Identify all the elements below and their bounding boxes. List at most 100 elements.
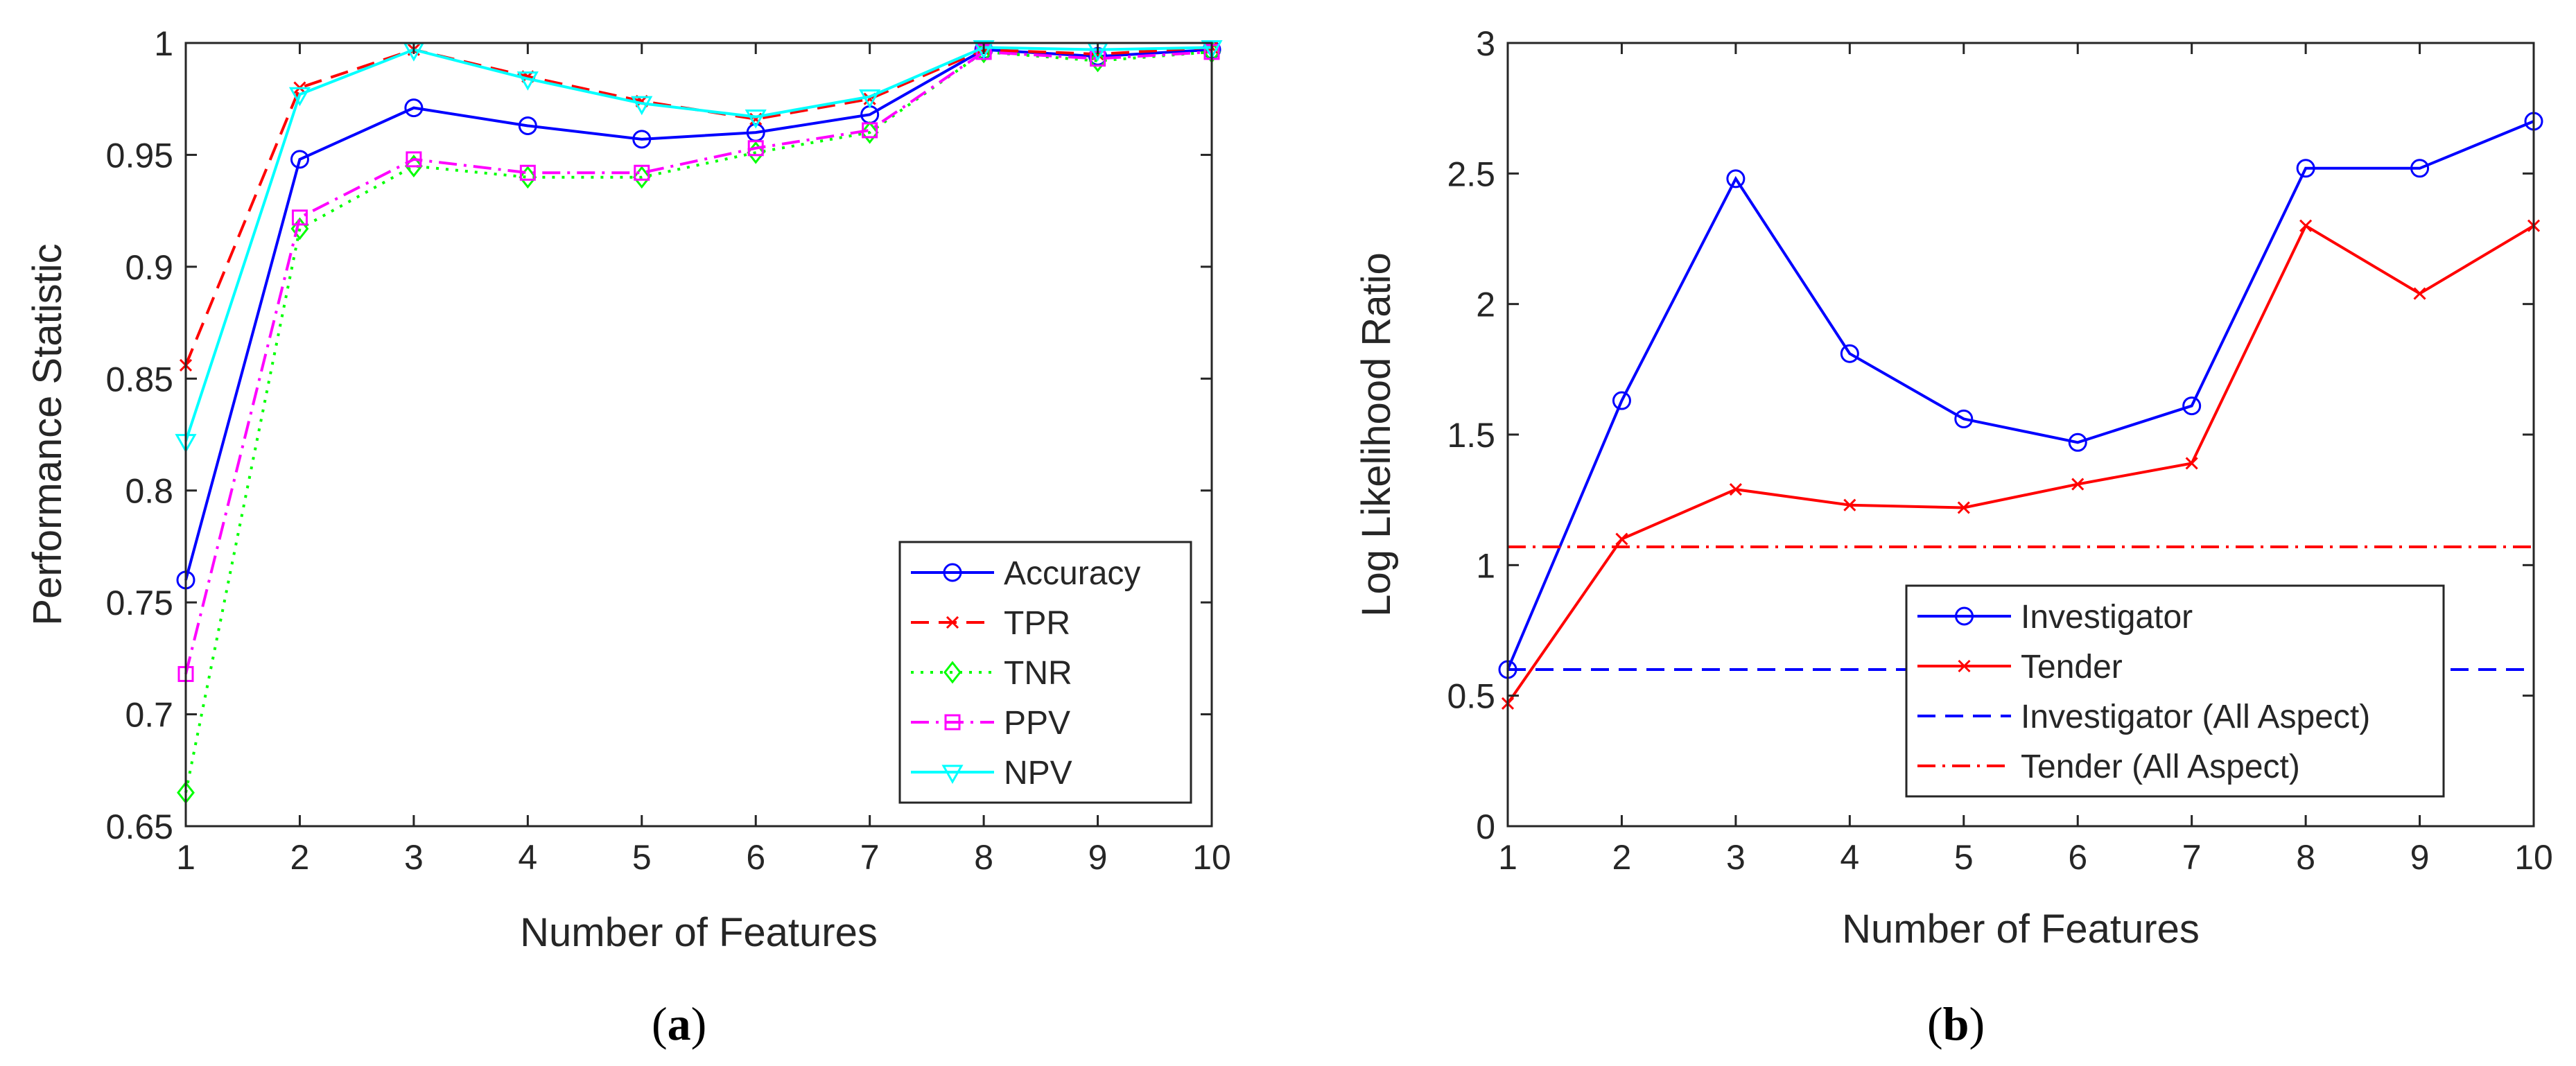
panel-a-data-point xyxy=(519,164,536,181)
panel-b-y-tick-label: 0.5 xyxy=(1447,677,1495,716)
panel-a-series-line xyxy=(184,50,1212,674)
panel-a-x-tick-label: 10 xyxy=(1192,838,1231,877)
panel-b-x-tick-label: 3 xyxy=(1726,838,1746,877)
panel-a-data-point xyxy=(516,71,539,91)
panel-a-x-tick-label: 8 xyxy=(974,838,993,877)
panel-a-data-point xyxy=(291,209,308,226)
panel-a-legend: Accuracy TPR TNR PPV NPV xyxy=(898,541,1192,804)
panel-a-data-point xyxy=(518,116,537,135)
panel-b-y-tick-label: 3 xyxy=(1476,24,1495,63)
panel-a-legend-box xyxy=(898,541,1192,804)
panel-b-data-point xyxy=(2410,159,2430,178)
panel-b-data-point xyxy=(1612,391,1631,410)
panel-b-legend-box xyxy=(1905,584,2445,798)
panel-a-data-point xyxy=(1201,40,1223,60)
panel-a-ticks: 1 2 3 4 5 6 7 8 9 10 0.65 0.7 0.75 0.8 0.85 0.9 0.95 1 xyxy=(106,24,1231,877)
panel-b-series-line xyxy=(1506,223,2535,705)
panel-b-data-point xyxy=(1840,344,1859,363)
panel-a-legend-label: Accuracy xyxy=(1004,555,1140,592)
panel-a-data-point xyxy=(634,164,650,181)
panel-a: 1 2 3 4 5 6 7 8 9 10 0.65 0.7 0.75 0.8 0.85 0.9 0.95 1 Nu… xyxy=(25,24,1231,1050)
panel-b-x-tick-label: 2 xyxy=(1612,838,1632,877)
panel-b-data-point xyxy=(2299,219,2313,232)
panel-a-legend-marker xyxy=(941,764,964,785)
panel-a-x-tick-label: 4 xyxy=(518,838,537,877)
panel-b-data-point xyxy=(1615,532,1628,545)
panel-b-caption-letter: b xyxy=(1943,997,1969,1050)
panel-a-series-line xyxy=(184,50,1212,793)
panel-b-data-point xyxy=(2182,396,2202,416)
panel-b-ticks: 1 2 3 4 5 6 7 8 9 10 0 0.5 1 1.5 2 2.5 3 xyxy=(1447,24,2552,877)
panel-a-data-point xyxy=(860,121,879,144)
panel-a-legend-marker xyxy=(946,615,959,629)
panel-b-legend-entry: Investigator xyxy=(1917,599,2193,636)
panel-a-x-tick-label: 9 xyxy=(1088,838,1108,877)
panel-a-caption-letter: a xyxy=(668,997,691,1050)
panel-a-data-point xyxy=(859,89,881,109)
panel-a-legend-marker xyxy=(943,563,962,582)
panel-b-legend-label: Investigator (All Aspect) xyxy=(2021,699,2370,735)
panel-b-x-tick-label: 7 xyxy=(2182,838,2202,877)
panel-a-series-line xyxy=(184,46,1212,442)
panel-a-x-axis-label: Number of Features xyxy=(520,910,878,955)
panel-a-x-tick-label: 6 xyxy=(746,838,765,877)
panel-b-data-point xyxy=(2071,478,2085,491)
panel-a-series xyxy=(175,40,1223,804)
panel-b-legend-entry: Tender xyxy=(1917,649,2123,685)
panel-b-x-tick-label: 5 xyxy=(1954,838,1974,877)
panel-a-data-point xyxy=(747,140,764,157)
panel-a-data-point xyxy=(631,96,653,116)
panel-a-x-tick-label: 3 xyxy=(404,838,424,877)
panel-a-y-tick-label: 0.75 xyxy=(106,584,173,622)
panel-a-data-point xyxy=(745,110,767,129)
panel-a-y-tick-label: 0.95 xyxy=(106,136,173,175)
panel-a-legend-entry: NPV xyxy=(911,755,1072,792)
panel-b-data-point xyxy=(2185,457,2198,470)
panel-b-series-line xyxy=(1506,120,2534,670)
panel-a-data-point xyxy=(632,130,652,149)
panel-a-x-tick-label: 1 xyxy=(176,838,195,877)
panel-a-legend-entry: PPV xyxy=(911,705,1070,742)
panel-a-legend-label: PPV xyxy=(1004,705,1070,742)
panel-a-y-tick-label: 0.7 xyxy=(125,696,173,735)
panel-b-legend-label: Tender xyxy=(2021,649,2123,685)
panel-a-y-tick-label: 0.9 xyxy=(125,248,173,287)
panel-b-y-tick-label: 2 xyxy=(1476,286,1495,324)
panel-b-x-tick-label: 4 xyxy=(1840,838,1859,877)
panel-a-data-point xyxy=(404,98,424,118)
panel-a-y-tick-label: 0.65 xyxy=(106,807,173,846)
panel-b-legend-marker xyxy=(1955,606,1974,626)
panel-a-data-point xyxy=(406,151,422,168)
panel-b-legend-entry: Tender (All Aspect) xyxy=(1917,749,2300,785)
panel-b-legend-marker xyxy=(1958,659,1971,673)
panel-b-data-point xyxy=(2296,159,2315,178)
panel-a-y-tick-label: 0.8 xyxy=(125,472,173,511)
panel-b-x-tick-label: 1 xyxy=(1498,838,1517,877)
panel-a-data-point xyxy=(290,150,309,169)
panel-a-x-tick-label: 2 xyxy=(290,838,310,877)
panel-b-data-point xyxy=(1843,498,1856,512)
panel-b-data-point xyxy=(2413,287,2426,300)
panel-b-x-axis-label: Number of Features xyxy=(1842,907,2200,952)
panel-b-y-tick-label: 1 xyxy=(1476,546,1495,585)
panel-b-x-tick-label: 6 xyxy=(2068,838,2087,877)
panel-a-legend-marker xyxy=(943,661,961,684)
panel-b-caption: (b) xyxy=(1927,997,1985,1050)
panel-a-legend-entry: TNR xyxy=(911,655,1072,692)
panel-b-y-tick-label: 1.5 xyxy=(1447,416,1495,455)
panel-a-x-tick-label: 5 xyxy=(632,838,652,877)
panel-a-legend-entry: TPR xyxy=(911,605,1070,642)
panel-b-x-tick-label: 9 xyxy=(2410,838,2430,877)
panel-a-y-axis-label: Performance Statistic xyxy=(25,243,70,625)
panel-b-legend-label: Investigator xyxy=(2021,599,2193,636)
panel-a-legend-label: NPV xyxy=(1004,755,1072,792)
panel-a-legend-label: TPR xyxy=(1004,605,1070,642)
panel-b-data-point xyxy=(1726,169,1746,189)
panel-b-legend: Investigator Tender Investigator (All Aspe… xyxy=(1905,584,2445,798)
panel-b-y-axis-label: Log Likelihood Ratio xyxy=(1354,252,1399,617)
panel-a-data-point xyxy=(1088,49,1107,73)
panel-b-data-point xyxy=(2068,432,2087,452)
panel-b-y-tick-label: 2.5 xyxy=(1447,155,1495,193)
panel-b-legend-entry: Investigator (All Aspect) xyxy=(1917,699,2370,735)
